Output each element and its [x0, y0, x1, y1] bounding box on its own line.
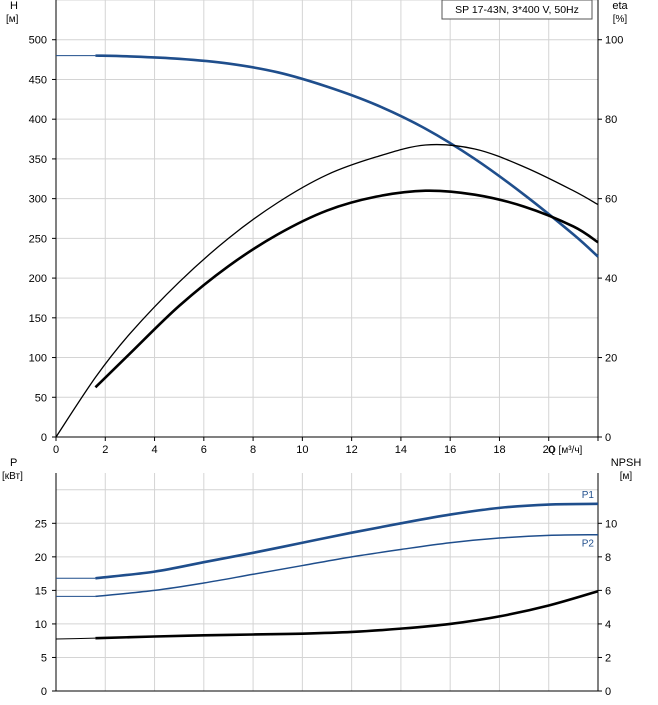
x-tick-label: 12 — [346, 444, 358, 456]
bottom-y-tick-label: 10 — [35, 619, 47, 631]
bottom-y-tick-label: 15 — [35, 585, 47, 597]
top-y2-tick-label: 100 — [605, 35, 623, 47]
bottom-y-tick-label: 25 — [35, 518, 47, 530]
chart-title: SP 17-43N, 3*400 V, 50Hz — [455, 4, 579, 16]
bottom-y2-axis-title: NPSH — [611, 457, 642, 469]
top-y-axis-title: H — [10, 0, 18, 12]
x-tick-label: 20 — [543, 444, 555, 456]
top-y2-tick-label: 40 — [605, 273, 617, 285]
top-y-tick-label: 50 — [35, 392, 47, 404]
x-tick-label: 16 — [444, 444, 456, 456]
x-tick-label: 8 — [250, 444, 256, 456]
x-tick-label: 14 — [395, 444, 407, 456]
bottom-y-tick-label: 5 — [41, 652, 47, 664]
top-y-tick-label: 450 — [29, 74, 47, 86]
top-y2-tick-label: 0 — [605, 432, 611, 444]
bottom-y-axis-unit: [кВт] — [2, 471, 23, 482]
npsh-curve — [95, 589, 599, 640]
bottom-y2-axis-unit: [м] — [620, 471, 633, 482]
head-curve — [95, 54, 599, 258]
top-y-tick-label: 400 — [29, 114, 47, 126]
top-y2-axis-title: eta — [612, 0, 628, 12]
bottom-y2-tick-label: 0 — [605, 686, 611, 698]
x-tick-label: 0 — [53, 444, 59, 456]
x-tick-label: 4 — [151, 444, 157, 456]
bottom-y-axis-title: P — [10, 457, 17, 469]
top-y-axis-unit: [м] — [6, 14, 19, 25]
x-tick-label: 2 — [102, 444, 108, 456]
bottom-y2-tick-label: 6 — [605, 585, 611, 597]
top-y-tick-label: 350 — [29, 154, 47, 166]
top-y2-tick-label: 80 — [605, 114, 617, 126]
top-y-tick-label: 300 — [29, 194, 47, 206]
bottom-y2-tick-label: 2 — [605, 652, 611, 664]
p1-curve — [95, 502, 599, 580]
top-y2-tick-label: 60 — [605, 194, 617, 206]
top-y-tick-label: 100 — [29, 353, 47, 365]
top-y2-tick-label: 20 — [605, 353, 617, 365]
top-y2-axis-unit: [%] — [613, 14, 628, 25]
series-label-p1: P1 — [582, 490, 595, 501]
x-axis-label: Q [м³/ч] — [548, 445, 583, 456]
bottom-y-tick-label: 20 — [35, 552, 47, 564]
p2-curve — [95, 533, 599, 598]
series-label-p2: P2 — [582, 539, 595, 550]
top-y-tick-label: 500 — [29, 35, 47, 47]
top-y-tick-label: 250 — [29, 233, 47, 245]
top-y-tick-label: 200 — [29, 273, 47, 285]
top-y-tick-label: 150 — [29, 313, 47, 325]
bottom-y-tick-label: 0 — [41, 686, 47, 698]
bottom-y2-tick-label: 4 — [605, 619, 611, 631]
x-tick-label: 18 — [493, 444, 505, 456]
efficiency-curve-thick — [94, 189, 599, 389]
x-tick-label: 6 — [201, 444, 207, 456]
bottom-y2-tick-label: 10 — [605, 518, 617, 530]
x-tick-label: 10 — [296, 444, 308, 456]
efficiency-curve-thin — [55, 143, 599, 438]
top-y-tick-label: 0 — [41, 432, 47, 444]
bottom-y2-tick-label: 8 — [605, 552, 611, 564]
npsh-curve-leadin — [55, 637, 96, 640]
chart-title-box — [441, 0, 593, 20]
